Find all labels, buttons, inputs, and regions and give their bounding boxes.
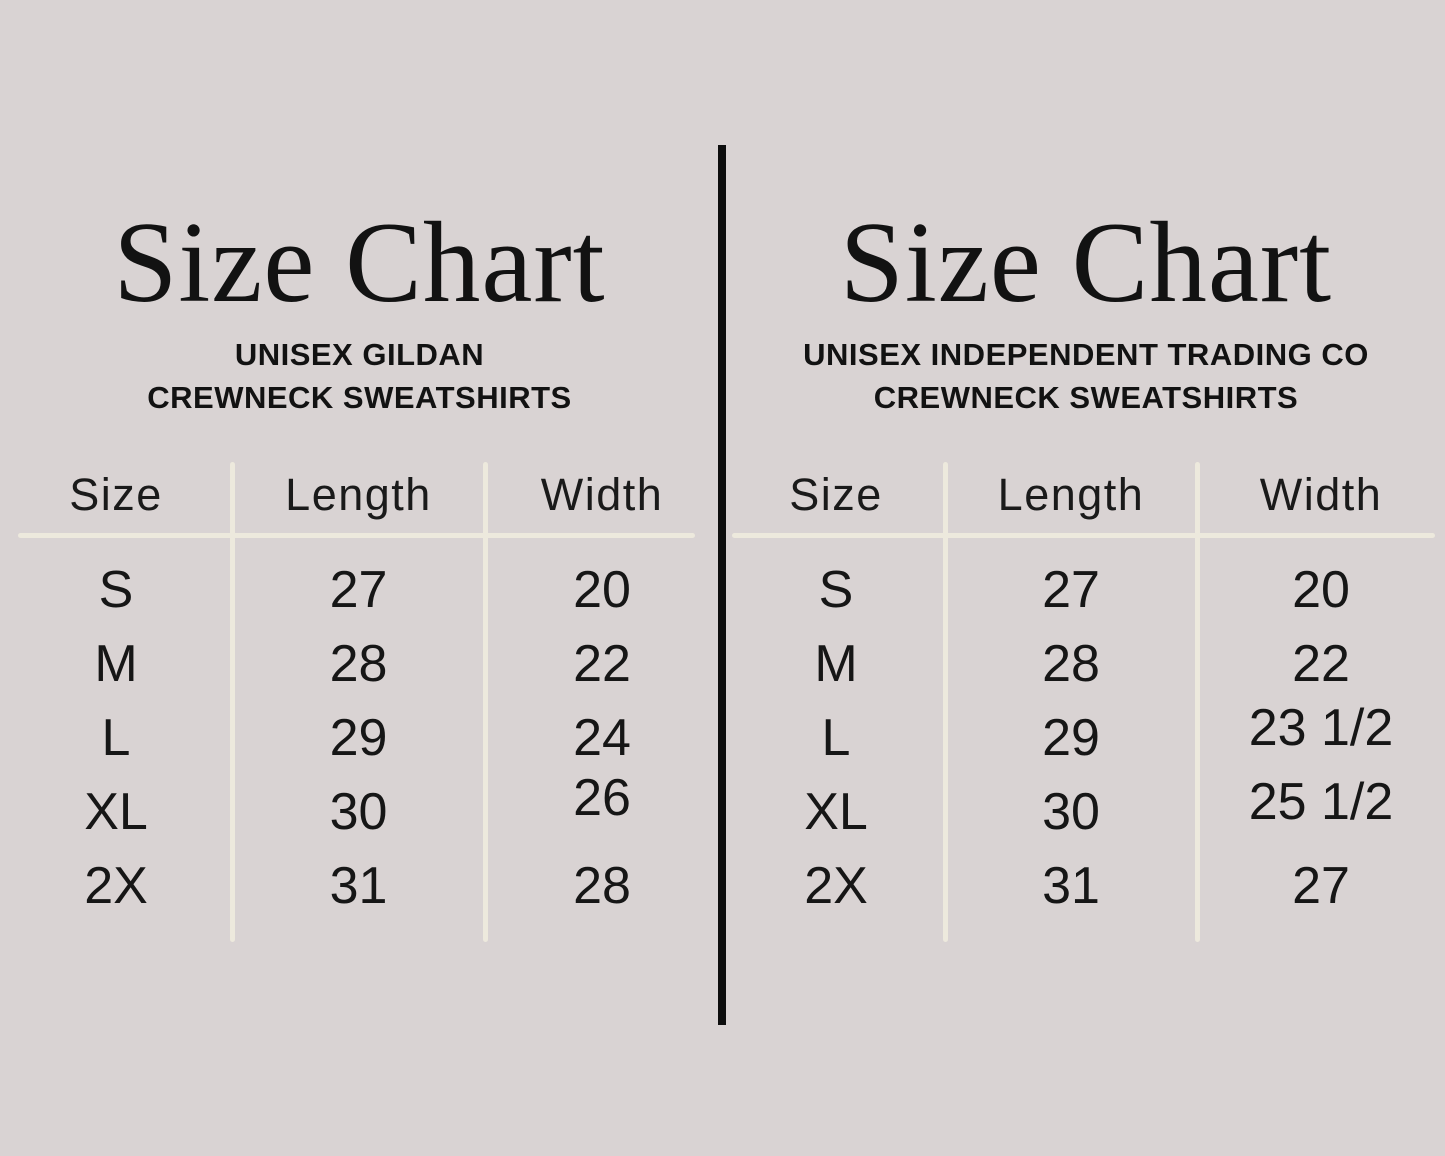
column-header-length: Length	[285, 469, 432, 520]
size-table-gildan: S 27 20 M 28 22 L 29 24 XL 30 26 2X 31	[0, 553, 719, 923]
panel-subtitle: UNISEX GILDAN CREWNECK SWEATSHIRTS	[0, 333, 719, 419]
table-row: M 28 22	[0, 627, 719, 701]
panel-gildan: Size Chart UNISEX GILDAN CREWNECK SWEATS…	[0, 0, 719, 1156]
width-cell: 27	[1292, 857, 1350, 915]
table-row: S 27 20	[0, 553, 719, 627]
width-cell: 20	[573, 561, 631, 619]
table-header-row: Size Length Width	[0, 455, 719, 535]
panel-gildan-header: Size Chart UNISEX GILDAN CREWNECK SWEATS…	[0, 205, 719, 419]
column-header-size: Size	[789, 469, 883, 520]
table-row: XL 30 26	[0, 769, 719, 849]
header-rule-line	[732, 533, 1435, 538]
column-rule-line	[1195, 462, 1200, 942]
size-chart-title: Size Chart	[113, 199, 606, 326]
table-row: L 29 24	[0, 701, 719, 775]
size-cell: 2X	[804, 857, 868, 915]
length-cell: 30	[1042, 783, 1100, 841]
width-cell: 22	[573, 635, 631, 693]
column-header-size: Size	[69, 469, 163, 520]
size-cell: L	[101, 709, 131, 767]
table-row: M 28 22	[727, 627, 1445, 701]
width-cell: 25 1/2	[1248, 773, 1394, 831]
length-cell: 29	[329, 709, 388, 767]
size-cell: XL	[84, 783, 148, 841]
panel-independent-trading: Size Chart UNISEX INDEPENDENT TRADING CO…	[727, 0, 1445, 1156]
subtitle-line: CREWNECK SWEATSHIRTS	[147, 380, 572, 415]
length-cell: 27	[329, 561, 388, 619]
table-row: XL 30 25 1/2	[727, 773, 1445, 849]
size-cell: M	[94, 635, 138, 693]
subtitle-line: CREWNECK SWEATSHIRTS	[873, 380, 1299, 415]
length-cell: 27	[1042, 561, 1100, 619]
panel-subtitle: UNISEX INDEPENDENT TRADING CO CREWNECK S…	[727, 333, 1445, 419]
width-cell: 22	[1292, 635, 1350, 693]
table-row: 2X 31 28	[0, 849, 719, 923]
size-cell: M	[814, 635, 858, 693]
table-header-row: Size Length Width	[727, 455, 1445, 535]
width-cell: 28	[573, 857, 631, 915]
length-cell: 28	[329, 635, 388, 693]
column-header-length: Length	[997, 469, 1145, 520]
size-table-independent: S 27 20 M 28 22 L 29 23 1/2 XL 30 25 1/2…	[727, 553, 1445, 923]
size-cell: S	[818, 561, 854, 619]
width-cell: 26	[573, 769, 631, 827]
table-row: 2X 31 27	[727, 849, 1445, 923]
column-rule-line	[483, 462, 488, 942]
width-cell: 20	[1292, 561, 1350, 619]
width-cell: 24	[573, 709, 631, 767]
column-rule-line	[943, 462, 948, 942]
length-cell: 30	[329, 783, 388, 841]
header-rule-line	[18, 533, 695, 538]
size-cell: 2X	[84, 857, 148, 915]
column-header-width: Width	[540, 469, 664, 520]
panel-divider-line	[718, 145, 726, 1025]
subtitle-line: UNISEX INDEPENDENT TRADING CO	[803, 337, 1369, 372]
length-cell: 31	[329, 857, 388, 915]
subtitle-line: UNISEX GILDAN	[234, 337, 485, 372]
size-cell: XL	[804, 783, 868, 841]
length-cell: 28	[1042, 635, 1100, 693]
column-rule-line	[230, 462, 235, 942]
panel-independent-header: Size Chart UNISEX INDEPENDENT TRADING CO…	[727, 205, 1445, 419]
table-row: L 29 23 1/2	[727, 699, 1445, 775]
size-chart-title: Size Chart	[839, 199, 1333, 326]
length-cell: 31	[1042, 857, 1100, 915]
size-cell: S	[98, 561, 134, 619]
width-cell: 23 1/2	[1248, 699, 1394, 757]
length-cell: 29	[1042, 709, 1100, 767]
size-cell: L	[821, 709, 851, 767]
table-row: S 27 20	[727, 553, 1445, 627]
column-header-width: Width	[1259, 469, 1383, 520]
